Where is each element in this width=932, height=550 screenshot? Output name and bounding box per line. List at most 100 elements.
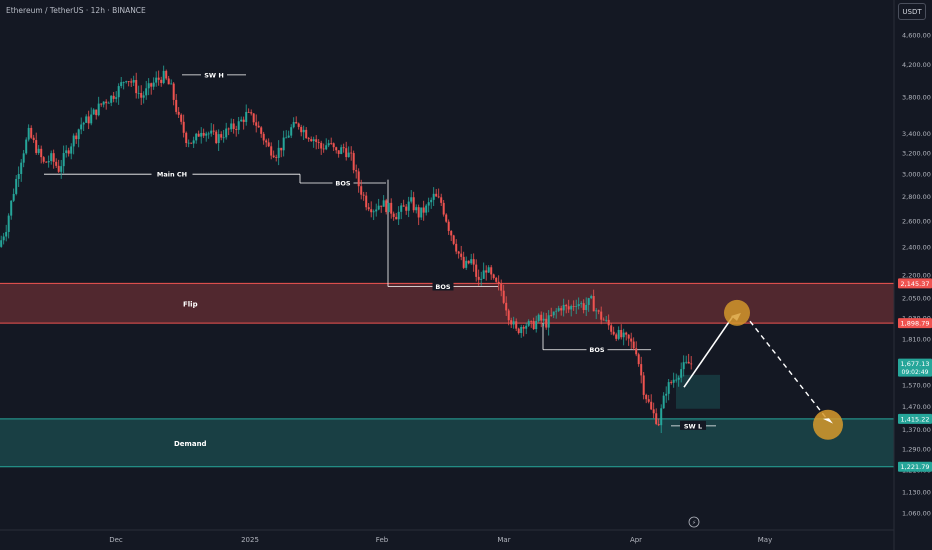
candle-body	[312, 139, 315, 142]
candle-body	[42, 157, 45, 162]
candle-body	[595, 310, 598, 312]
candle-body	[600, 311, 603, 320]
candle-body	[352, 153, 355, 171]
candle-body	[387, 202, 390, 213]
candle-body	[195, 133, 198, 141]
candle-body	[445, 214, 448, 222]
candle-body	[235, 128, 238, 130]
candle-body	[670, 382, 673, 383]
price-tick-label: 2,800.00	[902, 193, 931, 201]
candle-body	[690, 363, 693, 365]
candle-body	[55, 161, 58, 166]
candle-body	[420, 207, 423, 218]
candle-body	[462, 256, 465, 268]
candle-body	[97, 103, 100, 116]
candle-body	[677, 377, 680, 380]
candle-body	[72, 135, 75, 147]
candle-body	[170, 83, 173, 85]
swing-high-label-bg	[201, 69, 227, 79]
candle-body	[465, 260, 468, 268]
candle-body	[657, 423, 660, 426]
candle-body	[367, 207, 370, 210]
candle-body	[207, 133, 210, 135]
candle-body	[60, 166, 63, 172]
candle-body	[225, 128, 228, 138]
candle-body	[487, 267, 490, 273]
zone-label: Demand	[174, 440, 207, 448]
candle-body	[447, 221, 450, 231]
candle-body	[85, 116, 88, 123]
candle-body	[180, 114, 183, 122]
candle-body	[307, 138, 310, 140]
candle-body	[227, 128, 230, 130]
price-tick-label: 2,600.00	[902, 217, 931, 225]
candle-body	[590, 296, 593, 299]
candle-body	[315, 139, 318, 142]
candle-body	[667, 382, 670, 394]
candle-body	[645, 394, 648, 400]
candle-body	[67, 150, 70, 154]
candle-body	[457, 251, 460, 254]
candle-body	[665, 393, 668, 396]
candle-body	[405, 206, 408, 211]
candle-body	[117, 86, 120, 98]
candle-body	[380, 205, 383, 207]
candle-body	[460, 253, 463, 257]
candle-body	[102, 101, 105, 105]
candle-body	[377, 205, 380, 210]
target-box	[676, 374, 720, 409]
price-badge-countdown: 09:02:49	[902, 369, 929, 376]
candle-body	[210, 130, 213, 134]
bos-label-3: BOS	[589, 346, 604, 354]
candle-body	[242, 119, 245, 122]
currency-selector-button[interactable]: USDT	[898, 3, 926, 20]
candle-body	[570, 306, 573, 310]
price-badge	[898, 461, 932, 472]
lightning-icon: ⚡	[692, 520, 696, 527]
candle-body	[385, 200, 388, 213]
candle-body	[230, 123, 233, 130]
candle-body	[400, 205, 403, 212]
candle-body	[300, 126, 303, 133]
candle-body	[285, 137, 288, 139]
candle-body	[145, 88, 148, 96]
candle-body	[305, 129, 308, 139]
candle-body	[17, 173, 20, 179]
candle-body	[402, 205, 405, 207]
candle-body	[480, 278, 483, 280]
candle-body	[295, 122, 298, 124]
candle-body	[92, 109, 95, 115]
price-tick-label: 1,810.00	[902, 335, 931, 343]
candle-body	[205, 133, 208, 136]
candle-body	[282, 137, 285, 151]
bos-label-2-bg	[432, 281, 454, 291]
price-badge	[898, 413, 932, 424]
candle-body	[572, 306, 575, 307]
candle-body	[222, 137, 225, 139]
price-tick-label: 3,200.00	[902, 150, 931, 158]
candle-body	[547, 315, 550, 328]
event-marker-icon[interactable]	[688, 516, 700, 528]
candle-body	[182, 121, 185, 133]
candle-body	[355, 170, 358, 172]
candle-body	[620, 329, 623, 338]
price-badge	[898, 278, 932, 289]
candle-body	[267, 142, 270, 147]
candle-body	[310, 139, 313, 142]
candle-body	[32, 137, 35, 141]
candle-body	[330, 143, 333, 145]
candle-body	[557, 308, 560, 311]
candle-body	[215, 131, 218, 144]
candle-body	[525, 325, 528, 329]
candle-body	[535, 320, 538, 330]
candle-body	[27, 127, 30, 140]
candle-body	[375, 209, 378, 212]
candle-body	[530, 321, 533, 322]
candle-body	[515, 321, 518, 329]
candle-body	[197, 133, 200, 137]
candle-body	[15, 178, 18, 194]
candle-body	[680, 369, 683, 378]
candle-body	[655, 413, 658, 424]
